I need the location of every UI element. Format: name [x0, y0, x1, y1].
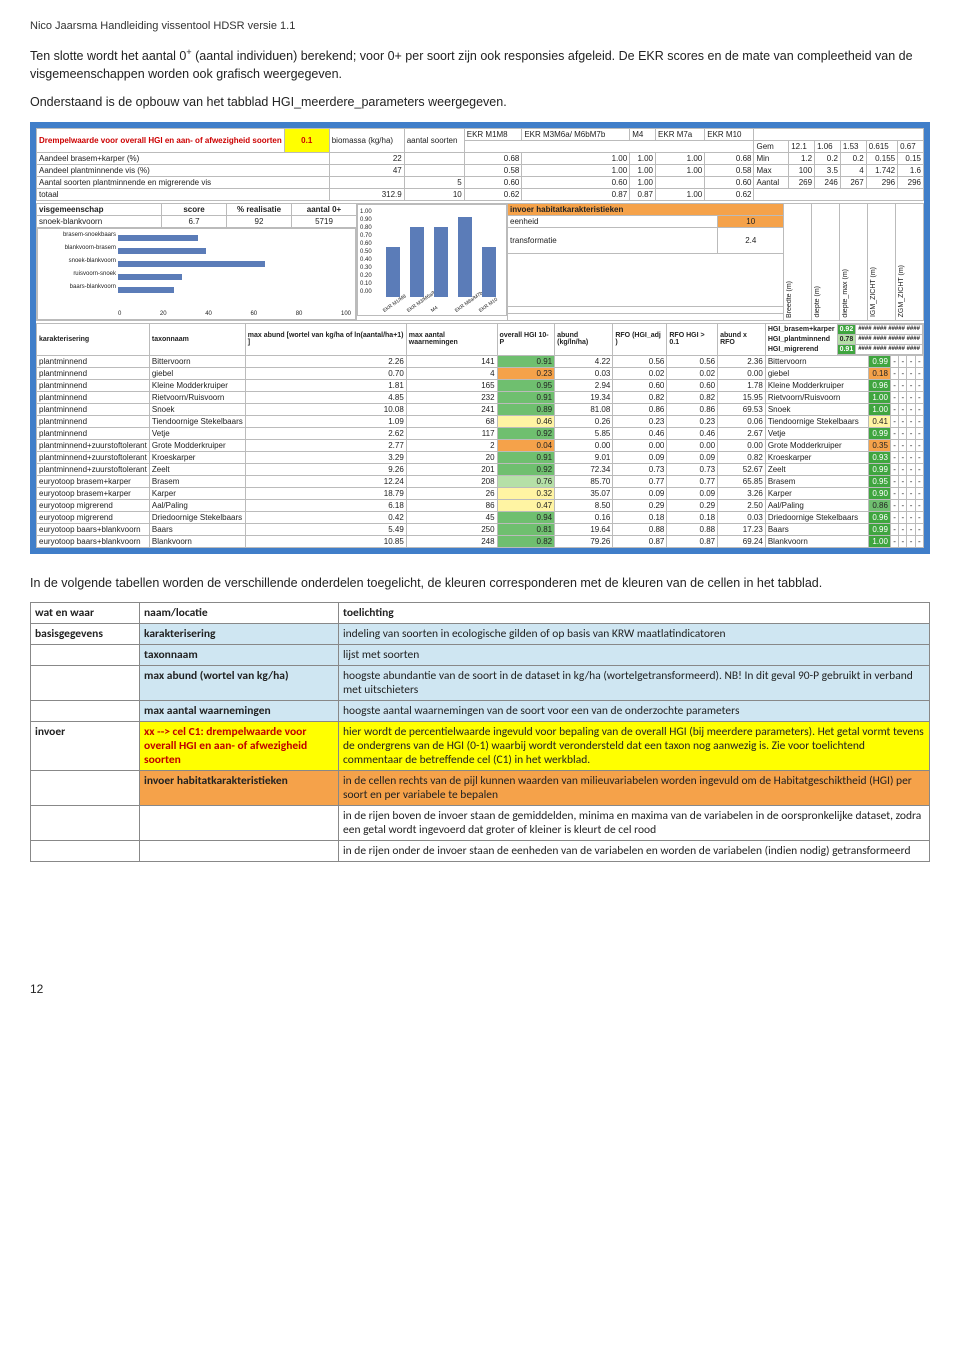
gem-1: 1.06 [815, 140, 841, 152]
page-header: Nico Jaarsma Handleiding vissentool HDSR… [30, 20, 930, 32]
spreadsheet-screenshot: Drempelwaarde voor overall HGI en aan- o… [30, 122, 930, 554]
gem-3: 0.615 [866, 140, 897, 152]
visg-name: snoek-blankvoorn [37, 215, 162, 227]
main-data-table: karakteriseringtaxonnaammax abund [worte… [36, 323, 924, 548]
gem-2: 1.53 [840, 140, 866, 152]
trans-val: 2.4 [718, 227, 784, 254]
ekr-col-2: M4 [630, 128, 656, 140]
mid-block-table: visgemeenschap score % realisatie aantal… [36, 203, 924, 321]
ekr-bar-chart: 1.000.900.800.700.600.500.400.300.200.10… [357, 204, 507, 316]
paragraph-2: Onderstaand is de opbouw van het tabblad… [30, 93, 930, 111]
ekr-col-4: EKR M10 [705, 128, 754, 140]
rotcol-2: diepte_max (m) [840, 267, 851, 320]
gem-0: 12.1 [789, 140, 815, 152]
p1a: Ten slotte wordt het aantal 0 [30, 49, 186, 63]
gem-4: 0.67 [898, 140, 924, 152]
col-aantal: aantal soorten [404, 128, 464, 152]
compleetheid-bar-chart: brasem-snoekbaarsblankvoorn-brasemsnoek-… [37, 228, 356, 320]
exp-h2: toelichting [339, 602, 930, 623]
eenheid-label: eenheid [508, 215, 718, 227]
explanation-table: wat en waar naam/locatie toelichting bas… [30, 602, 930, 862]
invoer-label: invoer habitatkarakteristieken [508, 203, 784, 215]
ekr-col-0: EKR M1M8 [464, 128, 522, 140]
rotcol-4: ZGM_ZICHT (m) [896, 263, 907, 319]
paragraph-3: In de volgende tabellen worden de versch… [30, 574, 930, 592]
drempel-value: 0.1 [284, 128, 329, 152]
real-label: % realisatie [227, 203, 292, 215]
gem-label: Gem [754, 140, 789, 152]
ekr-col-3: EKR M7a [656, 128, 705, 140]
top-block-table: Drempelwaarde voor overall HGI en aan- o… [36, 128, 924, 201]
rotcol-1: diepte (m) [812, 284, 823, 320]
visg-score: 6.7 [162, 215, 227, 227]
paragraph-1: Ten slotte wordt het aantal 0+ (aantal i… [30, 46, 930, 83]
drempel-label: Drempelwaarde voor overall HGI en aan- o… [37, 128, 285, 152]
eenheid-10: 10 [718, 215, 784, 227]
rotcol-3: IGM_ZICHT (m) [868, 265, 879, 319]
col-biomassa: biomassa (kg/ha) [329, 128, 404, 152]
trans-label: transformatie [508, 227, 718, 254]
aantal0-label: aantal 0+ [292, 203, 357, 215]
page-number: 12 [30, 982, 930, 996]
ekr-col-1: EKR M3M6a/ M6bM7b [522, 128, 630, 140]
exp-h1: naam/locatie [140, 602, 339, 623]
score-label: score [162, 203, 227, 215]
visg-aantal: 5719 [292, 215, 357, 227]
visg-real: 92 [227, 215, 292, 227]
rotcol-0: Breedte (m) [784, 279, 795, 320]
exp-h0: wat en waar [31, 602, 140, 623]
visg-label: visgemeenschap [37, 203, 162, 215]
